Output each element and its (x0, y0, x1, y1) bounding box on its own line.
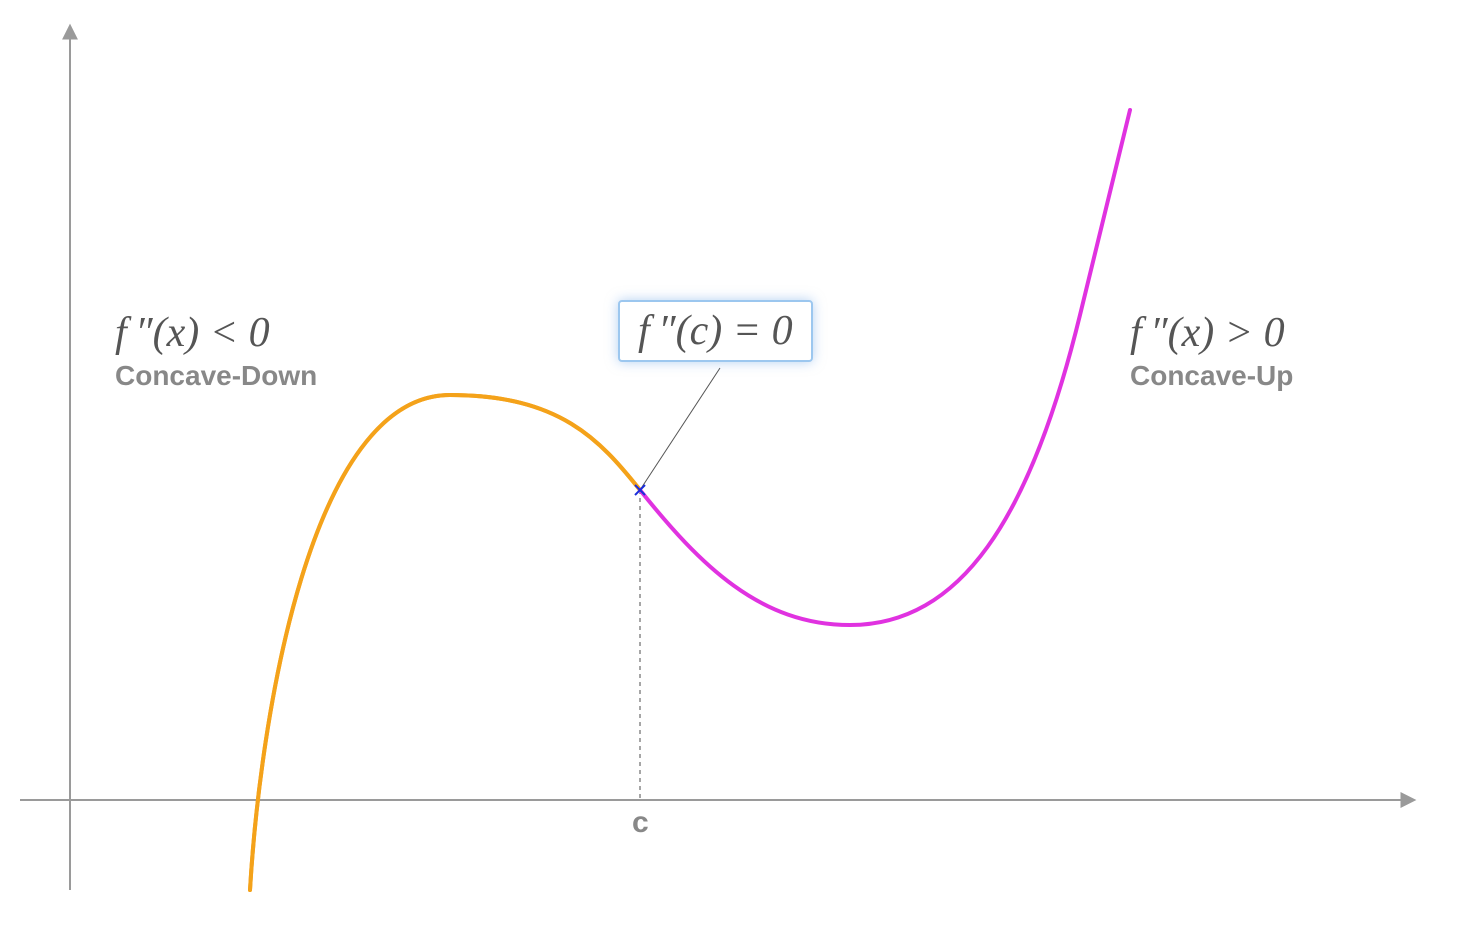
inflection-callout: f ″(c) = 0 (618, 300, 813, 362)
formula-inflection: f ″(c) = 0 (638, 308, 793, 354)
callout-leader (640, 368, 720, 490)
formula-right: f ″(x) > 0 (1130, 310, 1293, 356)
x-tick-label-c: c (632, 806, 649, 840)
curve-concave-down (250, 395, 640, 890)
sublabel-right: Concave-Up (1130, 360, 1293, 392)
curve-concave-up (640, 110, 1130, 625)
diagram-svg (0, 0, 1470, 938)
label-concave-up: f ″(x) > 0 Concave-Up (1130, 310, 1293, 392)
formula-left: f ″(x) < 0 (115, 310, 317, 356)
label-concave-down: f ″(x) < 0 Concave-Down (115, 310, 317, 392)
curve-concave-down-color (250, 395, 640, 890)
sublabel-left: Concave-Down (115, 360, 317, 392)
